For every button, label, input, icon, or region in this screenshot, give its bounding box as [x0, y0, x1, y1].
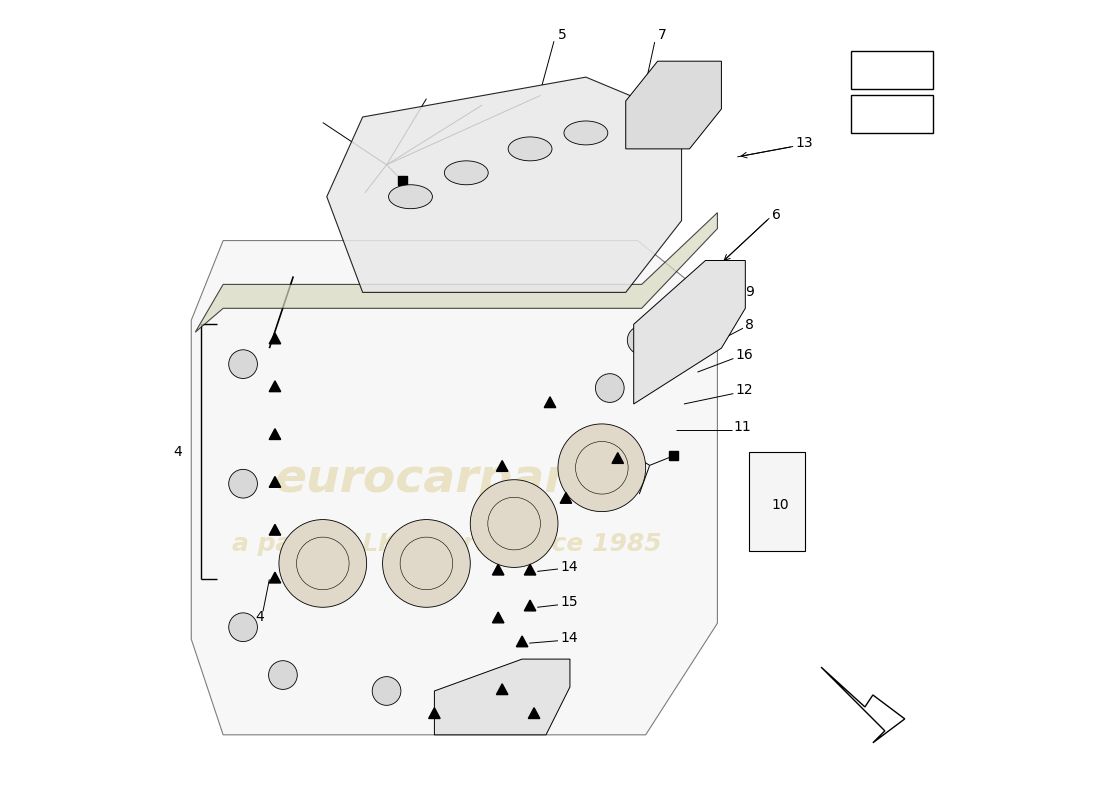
Polygon shape: [496, 684, 508, 694]
Text: 14: 14: [560, 561, 578, 574]
Circle shape: [229, 350, 257, 378]
Polygon shape: [270, 477, 280, 487]
Circle shape: [383, 519, 471, 607]
Circle shape: [372, 677, 400, 706]
Text: 11: 11: [734, 420, 751, 434]
Ellipse shape: [564, 121, 608, 145]
Text: 4: 4: [255, 610, 264, 624]
Ellipse shape: [508, 137, 552, 161]
Text: 8: 8: [746, 318, 755, 332]
Ellipse shape: [388, 185, 432, 209]
Polygon shape: [493, 612, 504, 623]
Text: = 1: = 1: [876, 63, 898, 77]
Polygon shape: [612, 453, 624, 463]
Circle shape: [229, 470, 257, 498]
Polygon shape: [634, 261, 746, 404]
Text: 14: 14: [560, 630, 578, 645]
Polygon shape: [191, 241, 717, 735]
Text: 7: 7: [658, 28, 667, 42]
Polygon shape: [270, 524, 280, 535]
Text: = 2: = 2: [876, 107, 898, 120]
Bar: [398, 176, 407, 186]
Bar: [860, 109, 870, 119]
Polygon shape: [327, 77, 682, 292]
Text: 5: 5: [558, 28, 566, 42]
Text: 15: 15: [560, 594, 578, 609]
Polygon shape: [493, 564, 504, 575]
Polygon shape: [626, 61, 722, 149]
Text: 16: 16: [736, 348, 754, 362]
Circle shape: [229, 613, 257, 642]
Polygon shape: [544, 397, 556, 407]
Polygon shape: [429, 708, 440, 718]
FancyBboxPatch shape: [851, 94, 933, 133]
Polygon shape: [516, 636, 528, 646]
Polygon shape: [525, 564, 536, 575]
Text: a part of LKQ parts since 1985: a part of LKQ parts since 1985: [231, 531, 661, 555]
Circle shape: [627, 326, 656, 354]
Polygon shape: [525, 600, 536, 611]
Text: 13: 13: [795, 136, 813, 150]
Ellipse shape: [444, 161, 488, 185]
Circle shape: [558, 424, 646, 512]
Bar: [669, 451, 678, 460]
Polygon shape: [270, 429, 280, 439]
Polygon shape: [528, 708, 540, 718]
Circle shape: [471, 480, 558, 567]
Text: 6: 6: [771, 208, 781, 222]
Circle shape: [595, 374, 624, 402]
Text: 4: 4: [174, 445, 183, 459]
Polygon shape: [270, 572, 280, 583]
Polygon shape: [560, 493, 572, 503]
Circle shape: [268, 661, 297, 690]
Polygon shape: [195, 213, 717, 332]
Polygon shape: [270, 381, 280, 392]
Polygon shape: [859, 62, 870, 74]
Text: 9: 9: [746, 285, 755, 298]
Circle shape: [279, 519, 366, 607]
Polygon shape: [749, 452, 805, 551]
Polygon shape: [434, 659, 570, 735]
FancyBboxPatch shape: [851, 51, 933, 89]
Text: 12: 12: [736, 383, 754, 398]
Text: 10: 10: [771, 498, 790, 512]
Text: eurocarparts: eurocarparts: [274, 458, 618, 502]
Polygon shape: [821, 667, 905, 743]
Polygon shape: [270, 333, 280, 344]
Polygon shape: [496, 461, 508, 471]
